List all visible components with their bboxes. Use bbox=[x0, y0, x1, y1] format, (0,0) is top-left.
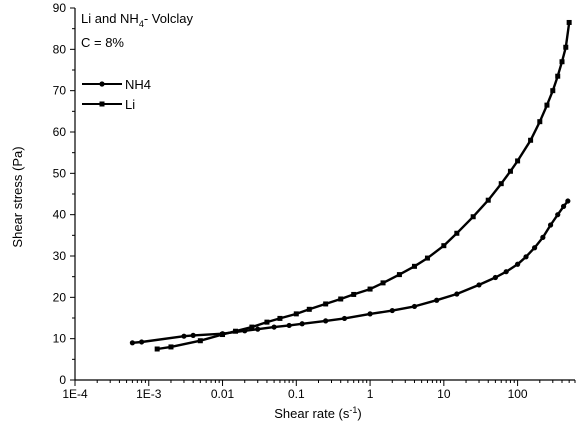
y-tick-label: 10 bbox=[53, 332, 67, 346]
y-tick-label: 20 bbox=[53, 290, 67, 304]
data-point-nh4 bbox=[514, 261, 521, 267]
data-point-li bbox=[563, 44, 569, 50]
data-point-li bbox=[323, 301, 329, 307]
data-point-li bbox=[396, 272, 402, 278]
data-point-nh4 bbox=[271, 324, 277, 330]
y-tick-label: 70 bbox=[53, 84, 67, 98]
legend: NH4 Li bbox=[82, 77, 151, 112]
data-point-li bbox=[351, 291, 357, 297]
x-tick-label: 1E-4 bbox=[62, 387, 88, 401]
x-axis: 1E-4 1E-3 0.01 0.1 1 10 100 bbox=[62, 379, 576, 401]
data-point-li bbox=[367, 286, 373, 292]
data-point-li bbox=[441, 243, 447, 249]
data-point-nh4 bbox=[367, 311, 373, 317]
data-point-nh4 bbox=[299, 321, 305, 327]
data-point-nh4 bbox=[555, 212, 561, 218]
x-tick-label: 0.01 bbox=[211, 387, 235, 401]
data-point-nh4 bbox=[476, 282, 482, 288]
annotation-line1: Li and NH4- Volclay bbox=[81, 11, 193, 29]
data-point-nh4 bbox=[434, 297, 440, 303]
y-tick-label: 0 bbox=[59, 373, 66, 387]
series-line-nh4 bbox=[132, 200, 569, 344]
data-point-li bbox=[566, 19, 572, 25]
y-tick-label: 40 bbox=[53, 208, 67, 222]
legend-label-nh4: NH4 bbox=[125, 77, 151, 92]
data-point-li bbox=[264, 319, 270, 325]
data-point-nh4 bbox=[255, 326, 261, 332]
data-point-li bbox=[470, 214, 476, 220]
data-point-li bbox=[485, 197, 491, 203]
data-point-li bbox=[498, 181, 504, 187]
y-tick-label: 50 bbox=[53, 166, 67, 180]
y-tick-label: 90 bbox=[53, 1, 67, 15]
x-tick-label: 1E-3 bbox=[136, 387, 162, 401]
y-tick-label: 80 bbox=[53, 42, 67, 56]
data-point-nh4 bbox=[531, 245, 538, 251]
data-point-nh4 bbox=[181, 333, 187, 339]
data-point-li bbox=[411, 263, 417, 269]
data-point-nh4 bbox=[454, 291, 460, 297]
annotation-line2: C = 8% bbox=[81, 35, 124, 50]
x-tick-label: 0.1 bbox=[288, 387, 305, 401]
x-tick-label: 1 bbox=[367, 387, 374, 401]
data-point-li bbox=[537, 119, 543, 125]
data-point-li bbox=[544, 102, 550, 108]
data-point-nh4 bbox=[492, 274, 498, 281]
data-point-li bbox=[454, 230, 460, 236]
data-point-li bbox=[249, 324, 255, 330]
data-point-li bbox=[154, 346, 160, 352]
data-point-li bbox=[550, 88, 556, 94]
data-point-li bbox=[277, 315, 283, 321]
data-point-li bbox=[306, 306, 312, 312]
data-point-nh4 bbox=[523, 254, 529, 260]
data-point-nh4 bbox=[190, 332, 196, 338]
data-point-li bbox=[555, 73, 561, 79]
data-point-nh4 bbox=[341, 315, 348, 322]
data-point-nh4 bbox=[565, 198, 571, 204]
data-point-li bbox=[197, 338, 203, 344]
data-point-nh4 bbox=[323, 318, 329, 324]
data-point-li bbox=[559, 59, 565, 65]
data-point-nh4 bbox=[129, 340, 136, 346]
legend-marker-nh4 bbox=[99, 81, 105, 87]
y-tick-label: 30 bbox=[53, 249, 67, 263]
x-axis-label: Shear rate (s-1) bbox=[274, 405, 362, 421]
x-tick-label: 100 bbox=[508, 387, 528, 401]
data-point-nh4 bbox=[503, 269, 509, 275]
data-point-nh4 bbox=[286, 322, 292, 329]
data-point-li bbox=[515, 158, 521, 164]
data-point-nh4 bbox=[547, 222, 554, 228]
data-point-nh4 bbox=[540, 234, 546, 240]
data-point-li bbox=[168, 344, 174, 350]
y-axis: 0 10 20 30 40 50 60 70 80 90 bbox=[53, 1, 76, 387]
legend-label-li: Li bbox=[125, 97, 135, 112]
data-point-li bbox=[528, 137, 534, 143]
x-tick-label: 10 bbox=[437, 387, 451, 401]
data-point-li bbox=[233, 328, 239, 334]
data-point-li bbox=[220, 332, 226, 338]
data-point-li bbox=[338, 296, 344, 302]
series-layer bbox=[129, 19, 572, 352]
data-point-nh4 bbox=[389, 307, 395, 314]
y-axis-label: Shear stress (Pa) bbox=[10, 146, 25, 247]
data-point-li bbox=[293, 311, 299, 317]
data-point-nh4 bbox=[411, 303, 418, 310]
data-point-nh4 bbox=[139, 339, 145, 345]
series-line-li bbox=[157, 22, 571, 351]
data-point-li bbox=[507, 168, 513, 174]
data-point-nh4 bbox=[560, 203, 567, 209]
y-tick-label: 60 bbox=[53, 125, 67, 139]
data-point-li bbox=[424, 255, 430, 261]
legend-marker-li bbox=[99, 101, 105, 107]
data-point-li bbox=[380, 280, 386, 286]
